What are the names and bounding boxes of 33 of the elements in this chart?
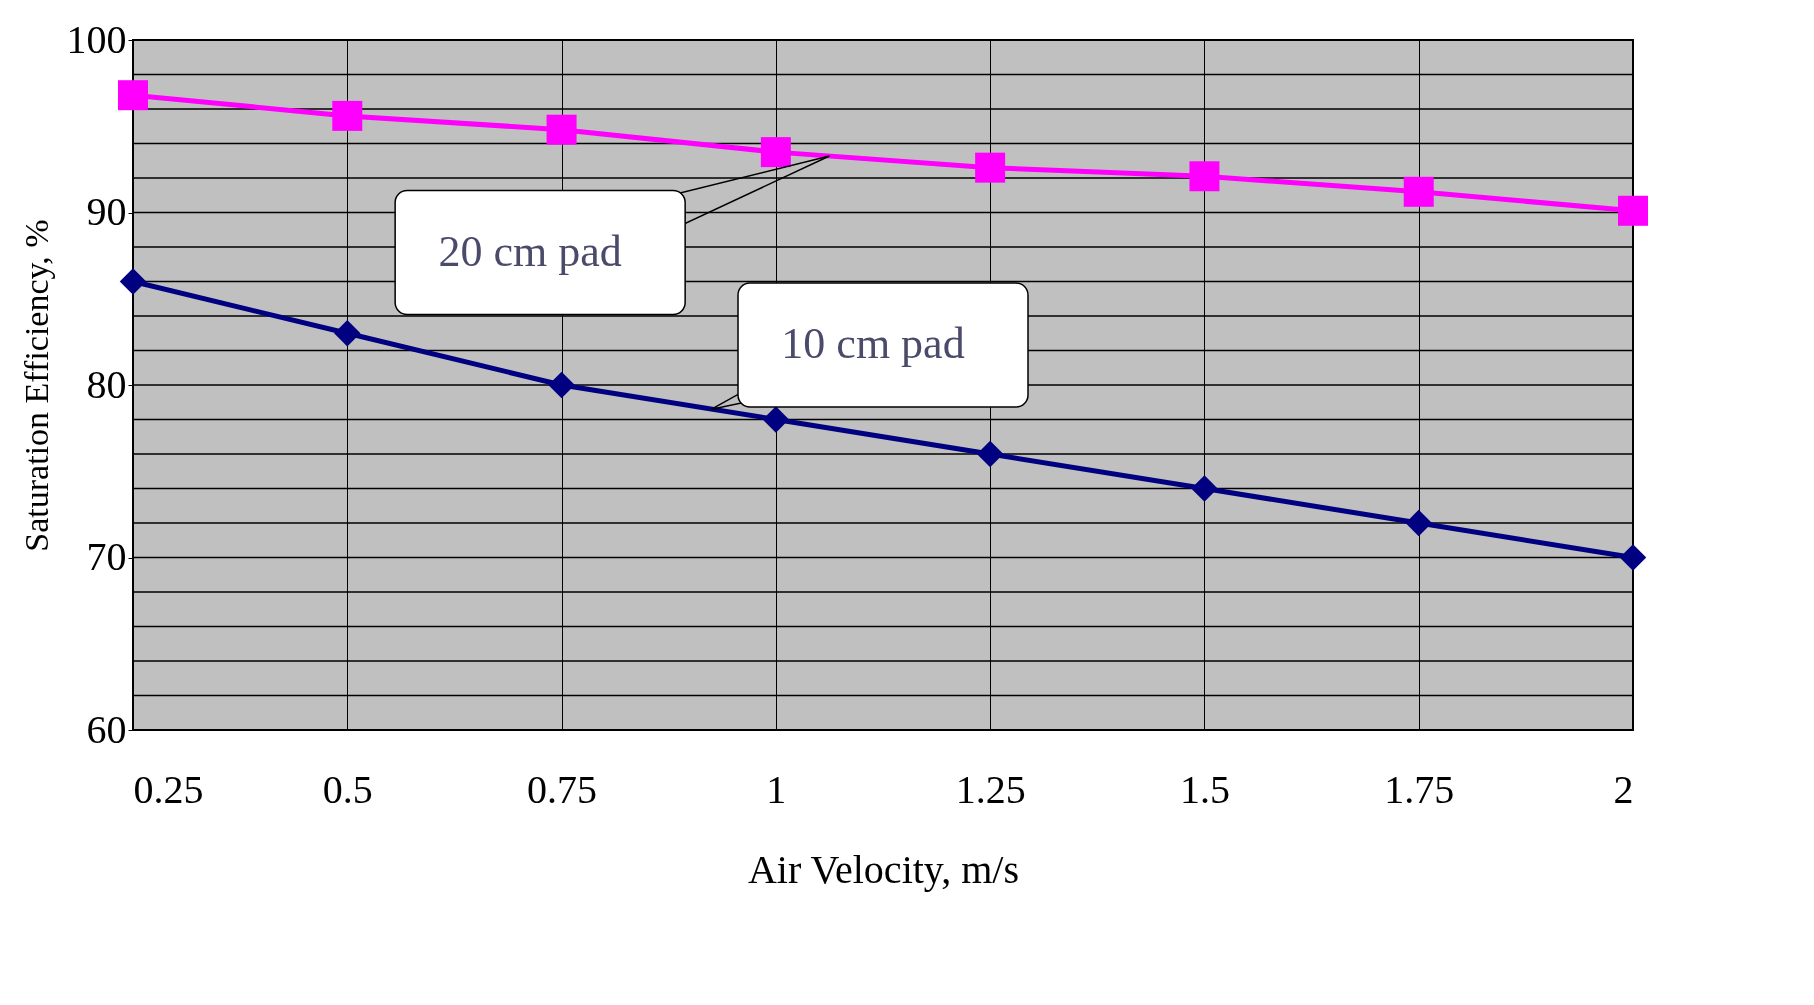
text: 20 cm pad	[438, 226, 622, 276]
x-tick-label: 0.5	[322, 766, 373, 812]
y-tick-label: 100	[66, 16, 127, 62]
point	[119, 268, 147, 295]
y-tick-label: 80	[86, 361, 127, 407]
x-tick-label: 0.75	[527, 766, 598, 812]
y-tick-label: 60	[86, 706, 127, 752]
point	[1618, 195, 1648, 226]
point	[976, 440, 1004, 468]
y-tick-label: 70	[86, 534, 127, 579]
point	[1189, 161, 1220, 192]
x-axis-title: Air Velocity, m/s	[747, 846, 1020, 892]
y-tick-label: 90	[86, 189, 127, 234]
x-tick-label: 1.5	[1179, 766, 1230, 812]
point	[1191, 475, 1218, 502]
point	[118, 80, 148, 111]
x-tick-label: 1	[766, 766, 787, 812]
x-tick-label: 0.25	[133, 766, 204, 812]
point	[1619, 544, 1647, 571]
x-tick-label: 1.75	[1384, 766, 1455, 812]
point	[548, 371, 575, 399]
point	[1405, 509, 1432, 537]
point	[332, 100, 363, 131]
point	[546, 114, 577, 145]
y-axis-title: Saturation Efficiency, %	[17, 219, 55, 552]
point	[760, 137, 791, 168]
series-label: 10 cm pad	[781, 319, 965, 368]
x-tick-label: 2	[1613, 766, 1634, 812]
point	[762, 406, 790, 433]
point	[334, 320, 361, 347]
point	[975, 152, 1006, 183]
x-tick-label: 1.25	[955, 766, 1026, 812]
point	[1403, 176, 1434, 207]
